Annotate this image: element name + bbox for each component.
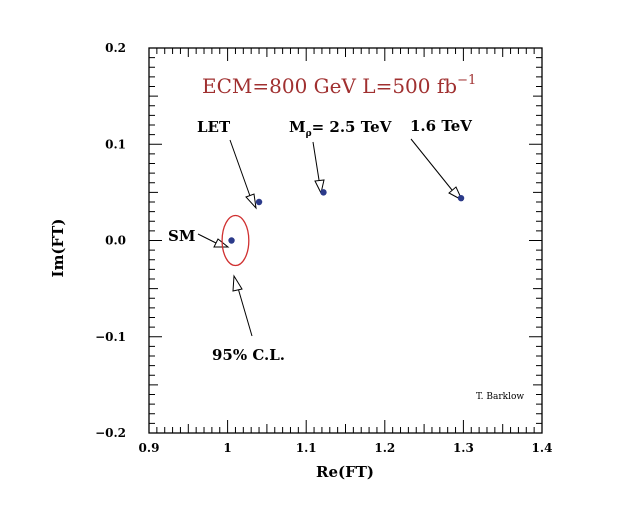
- y-tick-label: 0.2: [105, 41, 126, 55]
- label-m-sub: ρ: [306, 129, 312, 139]
- arrow-95cl: [237, 287, 253, 337]
- label-sm: SM: [168, 227, 195, 245]
- chart-header: ECM=800 GeV L=500 fb−1: [202, 73, 476, 98]
- x-tick-label: 1.3: [453, 441, 474, 455]
- chart-header-main: ECM=800 GeV L=500 fb: [202, 74, 457, 98]
- data-points: [228, 189, 465, 244]
- axis-ticks: [149, 48, 542, 433]
- y-tick-label: −0.2: [95, 426, 126, 440]
- y-tick-label: 0.1: [105, 137, 126, 151]
- label-1-6-tev: 1.6 TeV: [410, 117, 472, 135]
- label-95cl: 95% C.L.: [212, 346, 285, 364]
- chart-header-sup: −1: [457, 73, 476, 88]
- credit-text: T. Barklow: [476, 392, 524, 402]
- tick-labels: 0.9 1 1.1 1.2 1.3 1.4 −0.2 −0.1 0.0 0.1 0.2: [95, 41, 552, 455]
- data-point: [457, 194, 465, 202]
- confidence-ellipse: [221, 214, 250, 267]
- label-m-rho: Mρ= 2.5 TeV: [289, 118, 392, 139]
- y-tick-label: −0.1: [95, 330, 126, 344]
- x-tick-label: 1.2: [374, 441, 395, 455]
- label-m-sym: M: [289, 118, 306, 136]
- arrowhead-let: [245, 193, 257, 210]
- arrow-let: [229, 139, 251, 197]
- data-point: [320, 189, 327, 196]
- data-point: [228, 237, 235, 244]
- arrowhead-sm: [213, 238, 230, 248]
- arrowhead-95cl: [232, 274, 243, 292]
- y-tick-label: 0.0: [105, 234, 126, 248]
- arrow-sm: [197, 233, 217, 244]
- y-axis-title: Im(FT): [49, 219, 67, 278]
- arrow-1-6-tev: [410, 138, 453, 191]
- arrow-m-rho: [312, 141, 320, 181]
- label-let: LET: [197, 118, 231, 136]
- x-tick-label: 1: [223, 441, 231, 455]
- annotation-arrows: [197, 138, 464, 337]
- x-tick-label: 1.1: [296, 441, 317, 455]
- data-point: [255, 198, 263, 206]
- x-axis-title: Re(FT): [316, 463, 374, 481]
- label-m-value: = 2.5 TeV: [312, 118, 392, 136]
- x-tick-label: 1.4: [532, 441, 553, 455]
- plot-frame: [148, 47, 543, 434]
- x-tick-label: 0.9: [139, 441, 160, 455]
